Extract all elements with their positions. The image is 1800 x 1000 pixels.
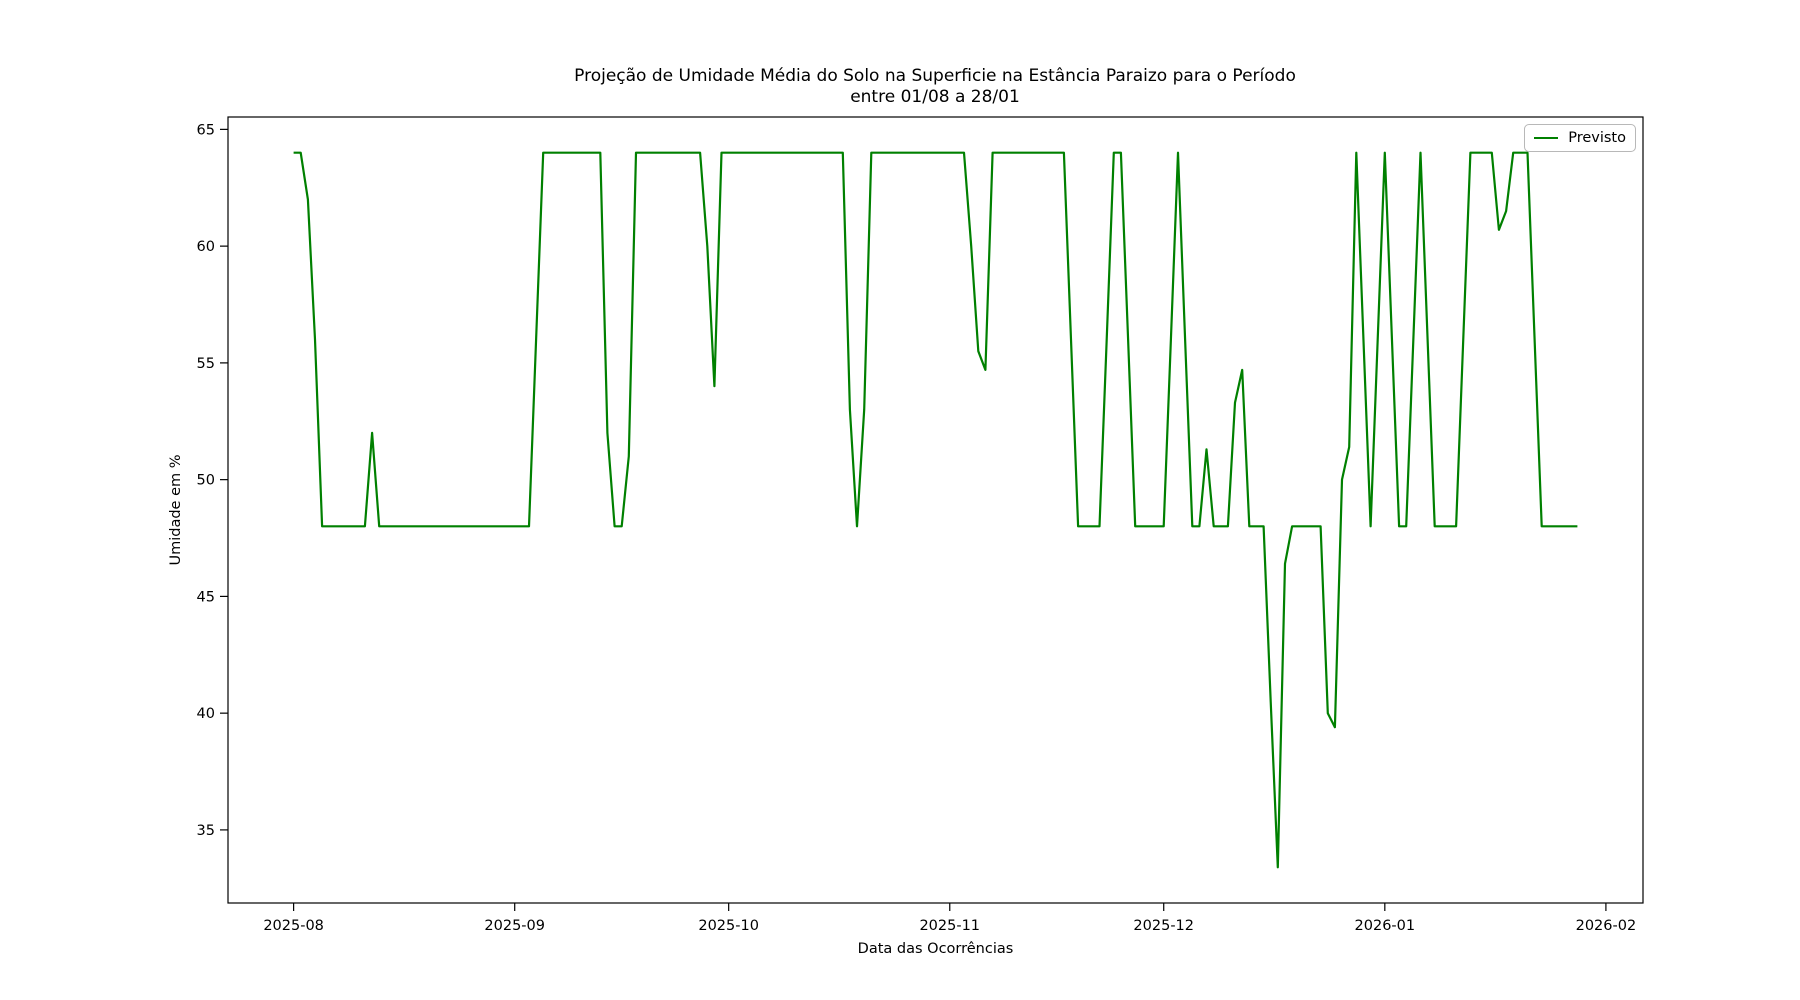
y-tick-label: 40	[197, 706, 215, 722]
x-tick-label: 2025-10	[698, 918, 759, 934]
legend: Previsto	[1524, 124, 1636, 152]
legend-label: Previsto	[1568, 130, 1626, 146]
x-tick-label: 2026-01	[1355, 918, 1416, 934]
previsto-line	[293, 151, 1578, 869]
y-tick-label: 60	[197, 239, 215, 255]
chart-title: Projeção de Umidade Média do Solo na Sup…	[335, 66, 1535, 108]
x-tick-label: 2025-08	[263, 918, 324, 934]
x-tick-label: 2026-02	[1576, 918, 1637, 934]
chart-title-line2: entre 01/08 a 28/01	[850, 87, 1020, 107]
chart-title-line1: Projeção de Umidade Média do Solo na Sup…	[574, 66, 1296, 86]
x-axis-label: Data das Ocorrências	[857, 941, 1014, 957]
x-tick-label: 2025-09	[484, 918, 545, 934]
y-tick-label: 65	[197, 122, 215, 138]
y-tick-label: 55	[197, 356, 215, 372]
y-tick-label: 45	[197, 589, 215, 605]
legend-line-sample	[1534, 137, 1559, 139]
y-axis-label: Umidade em %	[168, 454, 184, 566]
x-tick-label: 2025-12	[1133, 918, 1194, 934]
y-tick-label: 50	[197, 473, 215, 489]
axes-spines	[227, 116, 1644, 904]
y-tick-label: 35	[197, 823, 215, 839]
x-tick-label: 2025-11	[919, 918, 980, 934]
